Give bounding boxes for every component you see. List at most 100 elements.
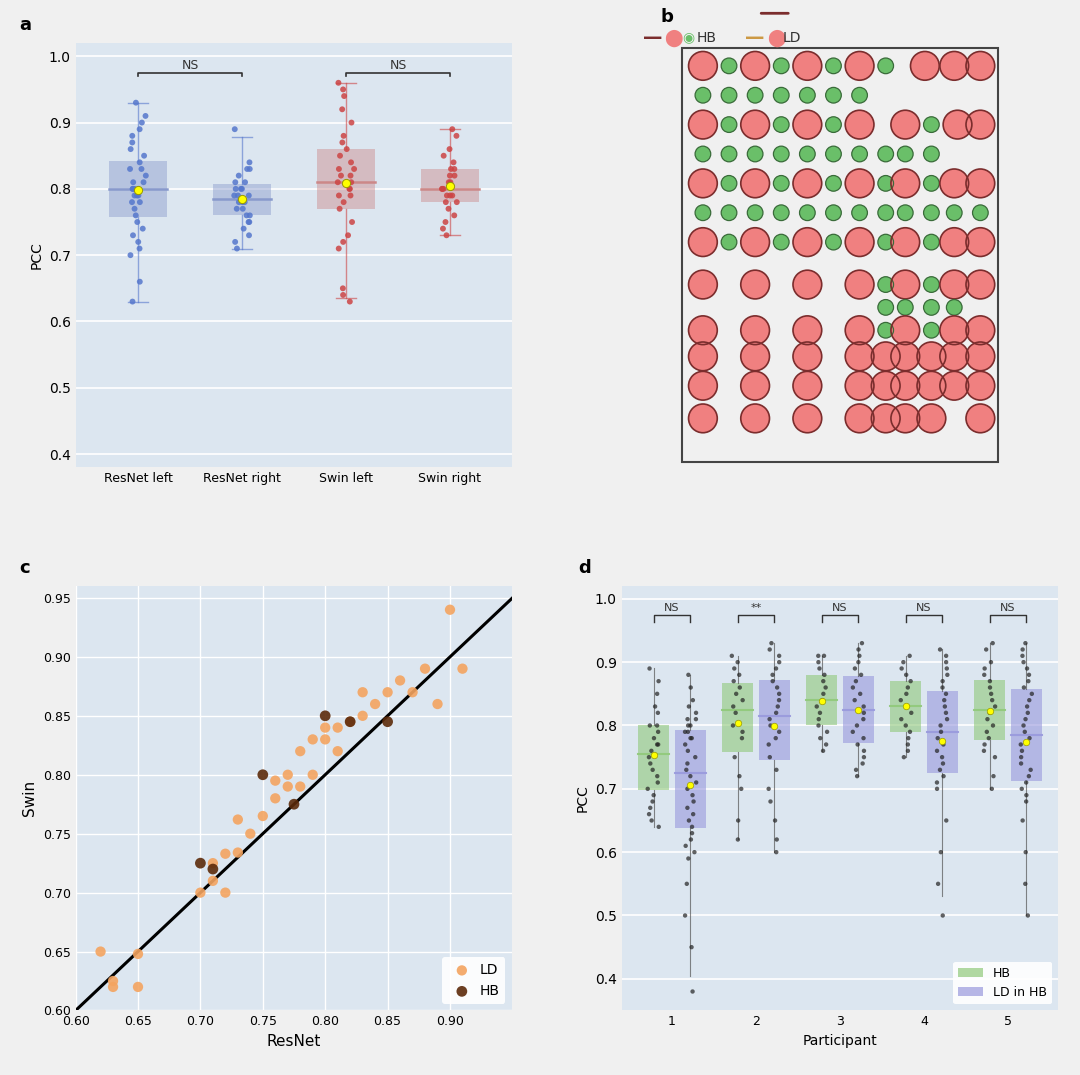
- Point: [1014, 641, 1031, 658]
- Point: [902, 723, 919, 741]
- Point: [434, 220, 451, 238]
- Circle shape: [924, 324, 939, 338]
- Point: [854, 755, 872, 772]
- Point: [1020, 704, 1037, 721]
- Point: [770, 647, 787, 664]
- Point: [976, 660, 994, 677]
- Circle shape: [794, 271, 821, 298]
- Circle shape: [941, 170, 968, 197]
- Point: [724, 647, 741, 664]
- Point: [330, 187, 348, 204]
- Point: [939, 666, 956, 684]
- Circle shape: [878, 235, 893, 249]
- Point: [934, 907, 951, 924]
- Point: [847, 660, 864, 677]
- Bar: [843, 676, 874, 743]
- Circle shape: [774, 176, 788, 190]
- Circle shape: [918, 404, 945, 432]
- Point: [983, 654, 1000, 671]
- Point: [1015, 679, 1032, 697]
- Circle shape: [892, 170, 919, 197]
- Point: [937, 812, 955, 829]
- Point: [1013, 748, 1030, 765]
- Text: a: a: [18, 16, 31, 34]
- Point: [446, 167, 463, 184]
- LD: [229, 844, 246, 861]
- Point: [678, 875, 696, 892]
- Point: [850, 641, 867, 658]
- Point: [986, 748, 1003, 765]
- Circle shape: [774, 205, 788, 220]
- Point: [639, 780, 657, 798]
- Point: [761, 717, 779, 734]
- Point: [897, 717, 915, 734]
- Point: [810, 711, 827, 728]
- Circle shape: [924, 147, 939, 161]
- Point: [642, 755, 659, 772]
- LD: [305, 766, 322, 784]
- Point: [131, 120, 148, 138]
- Point: [855, 730, 873, 747]
- Point: [931, 761, 948, 778]
- Point: [228, 240, 245, 257]
- Point: [443, 160, 460, 177]
- Circle shape: [878, 147, 893, 161]
- Point: [122, 246, 139, 263]
- Point: [237, 194, 254, 211]
- Point: [855, 748, 873, 765]
- Point: [687, 711, 704, 728]
- LD: [341, 713, 359, 730]
- LD: [130, 978, 147, 995]
- Point: [684, 825, 701, 842]
- Circle shape: [899, 300, 913, 315]
- Point: [334, 134, 351, 152]
- Circle shape: [892, 404, 919, 432]
- Point: [239, 160, 256, 177]
- Point: [981, 702, 998, 719]
- Circle shape: [878, 300, 893, 315]
- LD: [217, 884, 234, 901]
- Point: [770, 654, 787, 671]
- Bar: [890, 682, 920, 732]
- Point: [900, 679, 917, 697]
- Point: [233, 181, 251, 198]
- Circle shape: [878, 176, 893, 190]
- Bar: [974, 679, 1004, 740]
- Point: [852, 666, 869, 684]
- Point: [342, 174, 360, 191]
- Point: [233, 194, 251, 211]
- Circle shape: [924, 205, 939, 220]
- X-axis label: ResNet: ResNet: [267, 1034, 321, 1049]
- Point: [649, 736, 666, 754]
- Circle shape: [742, 228, 769, 256]
- Point: [334, 101, 351, 118]
- Point: [985, 768, 1002, 785]
- Point: [932, 844, 949, 861]
- Point: [335, 81, 352, 98]
- Point: [935, 691, 953, 708]
- Text: —: —: [643, 28, 662, 47]
- LD: [417, 660, 434, 677]
- Point: [816, 679, 834, 697]
- Text: HB: HB: [697, 30, 717, 45]
- Point: [677, 837, 694, 855]
- Point: [131, 240, 148, 257]
- Point: [679, 666, 697, 684]
- Point: [811, 704, 828, 721]
- Point: [433, 181, 450, 198]
- Point: [230, 194, 247, 211]
- Circle shape: [826, 147, 840, 161]
- Text: ◉: ◉: [683, 30, 694, 45]
- Point: [335, 127, 352, 144]
- Text: **: **: [751, 603, 761, 613]
- Circle shape: [774, 147, 788, 161]
- LD: [316, 719, 334, 736]
- Point: [893, 660, 910, 677]
- Point: [687, 748, 704, 765]
- LD: [217, 845, 234, 862]
- Point: [676, 907, 693, 924]
- Point: [650, 818, 667, 835]
- Point: [1012, 736, 1029, 754]
- Legend: HB, LD in HB: HB, LD in HB: [954, 962, 1052, 1004]
- X-axis label: Participant: Participant: [802, 1034, 877, 1048]
